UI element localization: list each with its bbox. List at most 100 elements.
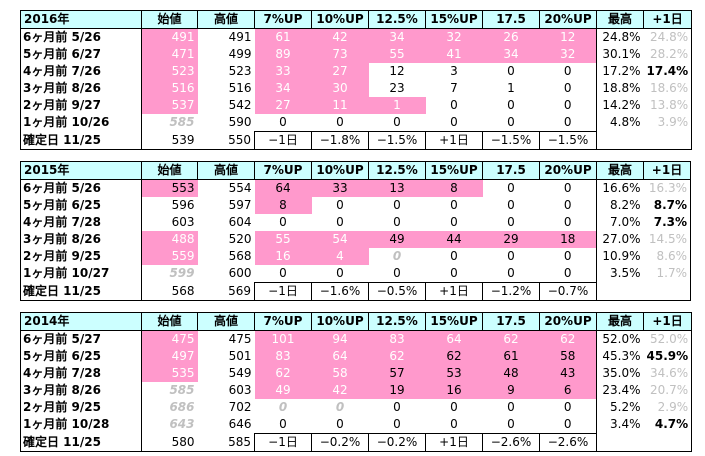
up15-cell[interactable]: 53 (425, 365, 483, 382)
header-up125[interactable]: 12.5% (368, 10, 426, 29)
up20-cell[interactable]: 0 (539, 197, 597, 214)
max-cell[interactable]: 30.1% (602, 47, 641, 61)
header-up15[interactable]: 15%UP (425, 312, 483, 331)
max-cell[interactable]: 45.3% (602, 349, 641, 363)
open-cell[interactable]: 539 (141, 131, 198, 150)
up20-cell[interactable]: −0.7% (539, 282, 597, 301)
row-label[interactable]: 6ヶ月前 5/26 (20, 179, 142, 197)
plus1-cell[interactable]: 20.7% (643, 382, 693, 399)
plus1-cell[interactable]: 52.0% (643, 330, 693, 348)
open-cell[interactable]: 516 (141, 80, 198, 97)
high-cell[interactable]: 597 (228, 198, 252, 212)
row-label[interactable]: 2ヶ月前 9/25 (20, 399, 142, 416)
row-label[interactable]: 4ヶ月前 7/26 (20, 63, 142, 80)
up15-cell[interactable]: 64 (425, 330, 483, 348)
up10-cell[interactable]: 73 (311, 46, 369, 63)
up15-cell[interactable]: 0 (450, 417, 458, 431)
up10-cell[interactable]: 42 (311, 28, 369, 46)
up125-cell[interactable]: 55 (368, 46, 426, 63)
up7-cell[interactable]: 27 (254, 97, 312, 114)
open-cell[interactable]: 537 (141, 97, 198, 114)
up175-cell[interactable]: 0 (507, 249, 515, 263)
header-max[interactable]: 最高 (596, 10, 644, 29)
up10-cell[interactable]: 0 (336, 198, 344, 212)
header-max[interactable]: 最高 (596, 312, 644, 331)
high-cell[interactable]: 475 (228, 332, 252, 346)
up175-cell[interactable]: −1.2% (482, 282, 540, 301)
up7-cell[interactable]: 0 (279, 266, 287, 280)
up125-cell[interactable]: 23 (389, 81, 405, 95)
up15-cell[interactable]: 0 (450, 98, 458, 112)
max-cell[interactable]: 52.0% (602, 332, 641, 346)
high-cell[interactable]: 499 (228, 47, 252, 61)
up175-cell[interactable]: 34 (482, 46, 540, 63)
up125-cell[interactable]: 83 (368, 330, 426, 348)
header-open[interactable]: 始値 (141, 10, 198, 29)
header-up10[interactable]: 10%UP (311, 10, 369, 29)
up7-cell[interactable]: 55 (254, 231, 312, 248)
plus1-cell[interactable]: 28.2% (643, 46, 693, 63)
max-cell[interactable]: 3.4% (610, 417, 641, 432)
up125-cell[interactable]: 0 (392, 249, 402, 263)
header-up10[interactable]: 10%UP (311, 161, 369, 180)
up125-cell[interactable]: 1 (368, 97, 426, 114)
max-cell[interactable]: 14.2% (602, 98, 641, 112)
header-up7[interactable]: 7%UP (254, 312, 312, 331)
open-cell[interactable]: 686 (169, 400, 195, 414)
up175-cell[interactable]: 0 (507, 266, 515, 280)
up15-cell[interactable]: +1日 (425, 282, 483, 301)
up175-cell[interactable]: 26 (482, 28, 540, 46)
up125-cell[interactable]: 0 (393, 115, 401, 129)
up20-cell[interactable]: 0 (539, 214, 597, 231)
up7-cell[interactable]: −1日 (254, 433, 312, 452)
up125-cell[interactable]: 12 (389, 64, 405, 78)
header-up15[interactable]: 15%UP (425, 10, 483, 29)
up175-cell[interactable]: 9 (482, 382, 540, 399)
up175-cell[interactable]: 0 (507, 115, 515, 129)
up10-cell[interactable]: 94 (311, 330, 369, 348)
up175-cell[interactable]: 0 (507, 400, 515, 414)
plus1-cell[interactable]: 24.8% (643, 28, 693, 46)
up20-cell[interactable]: 0 (539, 63, 597, 80)
high-cell[interactable]: 646 (228, 417, 252, 432)
up20-cell[interactable]: 0 (539, 80, 597, 97)
up125-cell[interactable]: 49 (368, 231, 426, 248)
up10-cell[interactable]: 11 (311, 97, 369, 114)
row-label[interactable]: 6ヶ月前 5/27 (20, 330, 142, 348)
high-cell[interactable]: 554 (228, 181, 252, 195)
up10-cell[interactable]: 42 (311, 382, 369, 399)
up7-cell[interactable]: 101 (254, 330, 312, 348)
up20-cell[interactable]: 0 (539, 248, 597, 265)
up125-cell[interactable]: 0 (393, 198, 401, 212)
header-up175[interactable]: 17.5 (482, 10, 540, 29)
open-cell[interactable]: 523 (141, 63, 198, 80)
up15-cell[interactable]: 0 (450, 215, 458, 229)
header-up20[interactable]: 20%UP (539, 312, 597, 331)
header-open[interactable]: 始値 (141, 312, 198, 331)
plus1-cell[interactable]: 18.6% (643, 80, 693, 97)
row-label[interactable]: 1ヶ月前 10/27 (20, 265, 142, 283)
max-cell[interactable]: 8.2% (610, 198, 641, 212)
up175-cell[interactable]: 62 (482, 330, 540, 348)
up10-cell[interactable]: 0 (336, 417, 344, 431)
up125-cell[interactable]: 57 (368, 365, 426, 382)
year-label[interactable]: 2016年 (20, 10, 142, 29)
up10-cell[interactable]: 27 (311, 63, 369, 80)
open-cell[interactable]: 585 (169, 115, 195, 130)
up7-cell[interactable]: 62 (254, 365, 312, 382)
up125-cell[interactable]: 34 (368, 28, 426, 46)
high-cell[interactable]: 523 (228, 64, 252, 78)
up10-cell[interactable]: −1.8% (311, 131, 369, 150)
plus1-cell[interactable] (643, 282, 691, 301)
up20-cell[interactable]: 0 (539, 399, 597, 416)
up125-cell[interactable]: 13 (368, 179, 426, 197)
up15-cell[interactable]: 8 (425, 179, 483, 197)
up20-cell[interactable]: 0 (539, 179, 597, 197)
up10-cell[interactable]: 0 (335, 400, 345, 414)
header-up7[interactable]: 7%UP (254, 161, 312, 180)
up7-cell[interactable]: 0 (279, 115, 287, 129)
row-label[interactable]: 1ヶ月前 10/28 (20, 416, 142, 434)
up125-cell[interactable]: 0 (393, 266, 401, 280)
up175-cell[interactable]: 1 (507, 81, 515, 95)
max-cell[interactable]: 17.2% (602, 64, 641, 78)
